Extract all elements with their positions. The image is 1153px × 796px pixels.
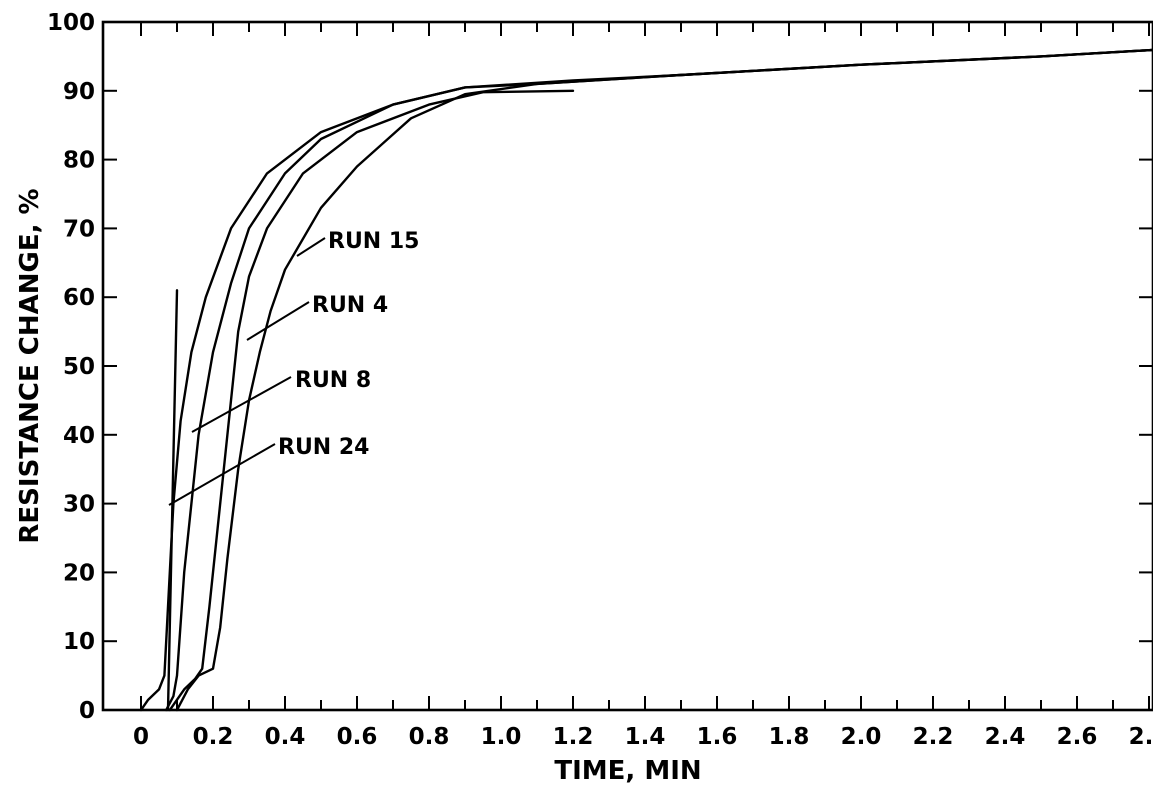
y-tick-label: 90 [63, 79, 95, 105]
data-curves [139, 48, 1153, 712]
annotations: RUN 15 RUN 4 RUN 8 RUN 24 [278, 229, 420, 460]
leader-run-8 [191, 376, 292, 433]
x-tick-label: 2.0 [841, 724, 882, 750]
x-tick-label: 2.4 [985, 724, 1026, 750]
plot-frame [101, 20, 1153, 712]
label-run-4: RUN 4 [312, 293, 388, 318]
y-axis-title: RESISTANCE CHANGE, % [15, 188, 45, 543]
x-tick-label: 0.8 [409, 724, 450, 750]
y-tick-labels: 0 10 20 30 40 50 60 70 80 90 100 [47, 10, 95, 724]
x-axis-title: TIME, MIN [554, 756, 701, 786]
y-tick-label: 10 [63, 629, 95, 655]
y-tick-label: 50 [63, 354, 95, 380]
label-run-8: RUN 8 [295, 368, 371, 393]
x-tick-label: 0.6 [337, 724, 378, 750]
y-tick-label: 20 [63, 560, 95, 586]
y-tick-label: 40 [63, 423, 95, 449]
y-tick-label: 80 [63, 148, 95, 174]
y-tick-label: 60 [63, 285, 95, 311]
label-run-15: RUN 15 [328, 229, 420, 254]
x-tick-label: 1.0 [481, 724, 522, 750]
series-run-24 [139, 48, 1153, 712]
x-tick-label: 0 [133, 724, 149, 750]
leader-run-24 [168, 443, 276, 506]
x-tick-label: 0.4 [265, 724, 306, 750]
axis-ticks [103, 21, 1153, 711]
series-run-15 [175, 48, 1153, 712]
leader-run-4 [246, 301, 310, 341]
label-run-24: RUN 24 [278, 435, 370, 460]
series-5 [166, 289, 179, 712]
y-tick-label: 70 [63, 216, 95, 242]
x-tick-labels: 0 0.2 0.4 0.6 0.8 1.0 1.2 1.4 1.6 1.8 2.0 2.2 2.4 2.6… [133, 724, 1153, 750]
x-tick-label: 2.2 [913, 724, 954, 750]
x-tick-label: 1.4 [625, 724, 666, 750]
annotation-leader-lines [168, 237, 326, 506]
x-tick-label: 1.6 [697, 724, 738, 750]
x-tick-label: 2.8 [1129, 724, 1153, 750]
x-tick-label: 1.8 [769, 724, 810, 750]
y-tick-label: 100 [47, 10, 95, 36]
series-run-4 [168, 89, 575, 712]
y-tick-label: 30 [63, 492, 95, 518]
x-tick-label: 2.6 [1057, 724, 1098, 750]
x-tick-label: 0.2 [193, 724, 234, 750]
y-tick-label: 0 [79, 698, 95, 724]
leader-run-15 [296, 237, 326, 257]
x-tick-label: 1.2 [553, 724, 594, 750]
